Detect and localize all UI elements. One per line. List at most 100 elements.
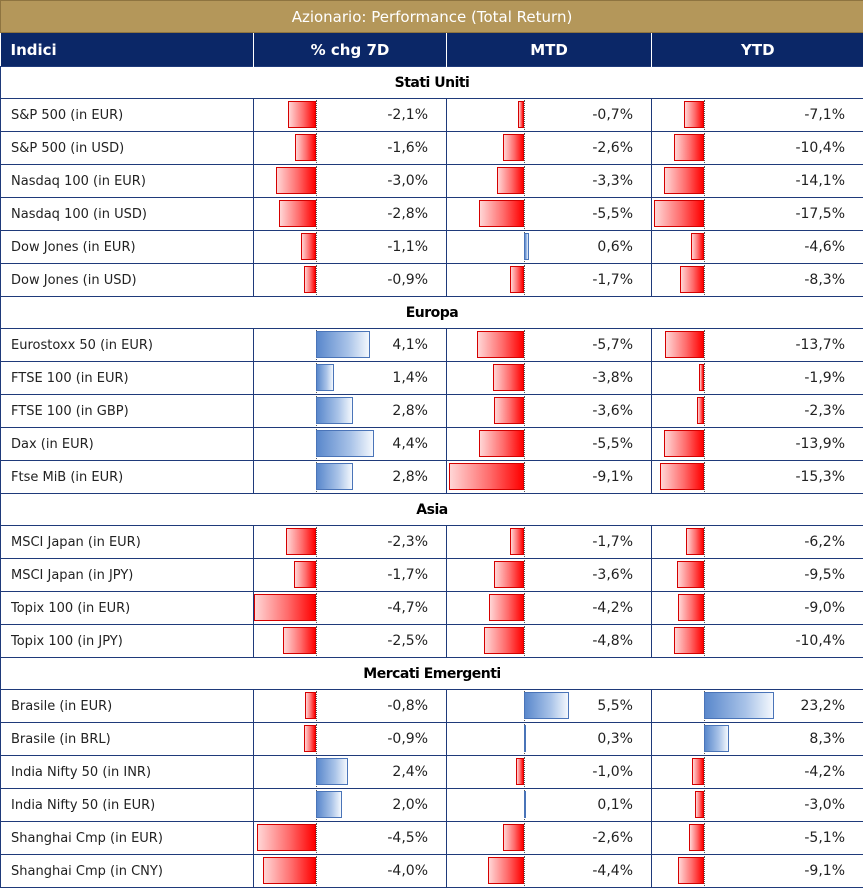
mtd-cell: -5,7% (446, 328, 652, 362)
negative-bar (515, 758, 524, 785)
ytd-cell: -6,2% (651, 525, 863, 559)
ytd-cell: -4,6% (651, 230, 863, 264)
negative-bar (674, 134, 704, 161)
mtd-value: -1,7% (592, 272, 633, 288)
ytd-cell: -1,9% (651, 361, 863, 395)
index-name: Brasile (in EUR) (0, 689, 254, 723)
bar-axis (316, 527, 317, 557)
w7-cell: -2,3% (253, 525, 447, 559)
bar-axis (316, 560, 317, 590)
bar-axis (316, 823, 317, 853)
bar-axis (704, 593, 705, 623)
ytd-value: 23,2% (800, 698, 845, 714)
w7-value: -1,7% (387, 567, 428, 583)
mtd-value: -1,0% (592, 764, 633, 780)
negative-bar (690, 233, 704, 260)
positive-bar (316, 791, 343, 818)
positive-bar (524, 791, 526, 818)
w7-value: -4,7% (387, 600, 428, 616)
ytd-cell: -13,7% (651, 328, 863, 362)
w7-cell: 2,4% (253, 755, 447, 789)
ytd-cell: 8,3% (651, 722, 863, 756)
bar-axis (704, 363, 705, 393)
table-row: Brasile (in EUR) -0,8% 5,5% 23,2% (0, 689, 863, 723)
mtd-cell: -4,8% (446, 624, 652, 658)
w7-value: -1,1% (387, 239, 428, 255)
mtd-cell: 0,1% (446, 788, 652, 822)
w7-cell: -2,5% (253, 624, 447, 658)
w7-cell: -2,1% (253, 98, 447, 132)
negative-bar (279, 200, 316, 227)
w7-cell: 4,1% (253, 328, 447, 362)
ytd-value: -3,0% (804, 797, 845, 813)
mtd-cell: -3,8% (446, 361, 652, 395)
mtd-value: -3,6% (592, 403, 633, 419)
table-row: S&P 500 (in USD) -1,6% -2,6% -10,4% (0, 131, 863, 165)
mtd-cell: -4,2% (446, 591, 652, 625)
negative-bar (294, 134, 316, 161)
w7-value: -2,5% (387, 633, 428, 649)
mtd-cell: -2,6% (446, 821, 652, 855)
table-row: Nasdaq 100 (in USD) -2,8% -5,5% -17,5% (0, 197, 863, 231)
bar-axis (316, 133, 317, 163)
w7-value: -1,6% (387, 140, 428, 156)
index-name: MSCI Japan (in JPY) (0, 558, 254, 592)
mtd-value: -1,7% (592, 534, 633, 550)
bar-axis (316, 199, 317, 229)
negative-bar (283, 627, 316, 654)
bar-axis (704, 527, 705, 557)
table-row: Dow Jones (in EUR) -1,1% 0,6% -4,6% (0, 230, 863, 264)
bar-axis (524, 363, 525, 393)
negative-bar (654, 200, 704, 227)
bar-axis (524, 856, 525, 886)
positive-bar (316, 463, 353, 490)
bar-axis (704, 560, 705, 590)
w7-cell: -4,5% (253, 821, 447, 855)
section-row: Europa (0, 296, 863, 329)
ytd-value: -10,4% (795, 633, 845, 649)
w7-cell: -0,9% (253, 263, 447, 297)
ytd-value: -13,9% (795, 436, 845, 452)
mtd-value: -5,7% (592, 337, 633, 353)
table-row: FTSE 100 (in GBP) 2,8% -3,6% -2,3% (0, 394, 863, 428)
ytd-cell: -10,4% (651, 624, 863, 658)
w7-cell: 2,0% (253, 788, 447, 822)
negative-bar (674, 627, 704, 654)
index-name: Dax (in EUR) (0, 427, 254, 461)
bar-axis (524, 527, 525, 557)
negative-bar (256, 824, 316, 851)
ytd-cell: -2,3% (651, 394, 863, 428)
bar-axis (316, 626, 317, 656)
ytd-value: -15,3% (795, 469, 845, 485)
bar-axis (316, 856, 317, 886)
negative-bar (686, 528, 704, 555)
ytd-value: -9,0% (804, 600, 845, 616)
negative-bar (689, 824, 704, 851)
mtd-value: -4,4% (592, 863, 633, 879)
bar-axis (316, 691, 317, 721)
ytd-value: -14,1% (795, 173, 845, 189)
mtd-value: -3,6% (592, 567, 633, 583)
table-row: Topix 100 (in EUR) -4,7% -4,2% -9,0% (0, 591, 863, 625)
ytd-cell: -7,1% (651, 98, 863, 132)
negative-bar (697, 397, 704, 424)
ytd-cell: -10,4% (651, 131, 863, 165)
bar-axis (524, 100, 525, 130)
section-title: Stati Uniti (0, 66, 863, 99)
w7-cell: -3,0% (253, 164, 447, 198)
mtd-value: -2,6% (592, 140, 633, 156)
negative-bar (492, 364, 524, 391)
table-row: India Nifty 50 (in EUR) 2,0% 0,1% -3,0% (0, 788, 863, 822)
index-name: Nasdaq 100 (in EUR) (0, 164, 254, 198)
w7-cell: -0,9% (253, 722, 447, 756)
w7-value: -2,1% (387, 107, 428, 123)
table-row: S&P 500 (in EUR) -2,1% -0,7% -7,1% (0, 98, 863, 132)
ytd-value: -4,2% (804, 764, 845, 780)
bar-axis (704, 199, 705, 229)
w7-cell: -1,6% (253, 131, 447, 165)
ytd-value: -5,1% (804, 830, 845, 846)
negative-bar (449, 463, 524, 490)
column-header-mtd: MTD (446, 32, 652, 67)
negative-bar (663, 167, 704, 194)
positive-bar (524, 692, 569, 719)
